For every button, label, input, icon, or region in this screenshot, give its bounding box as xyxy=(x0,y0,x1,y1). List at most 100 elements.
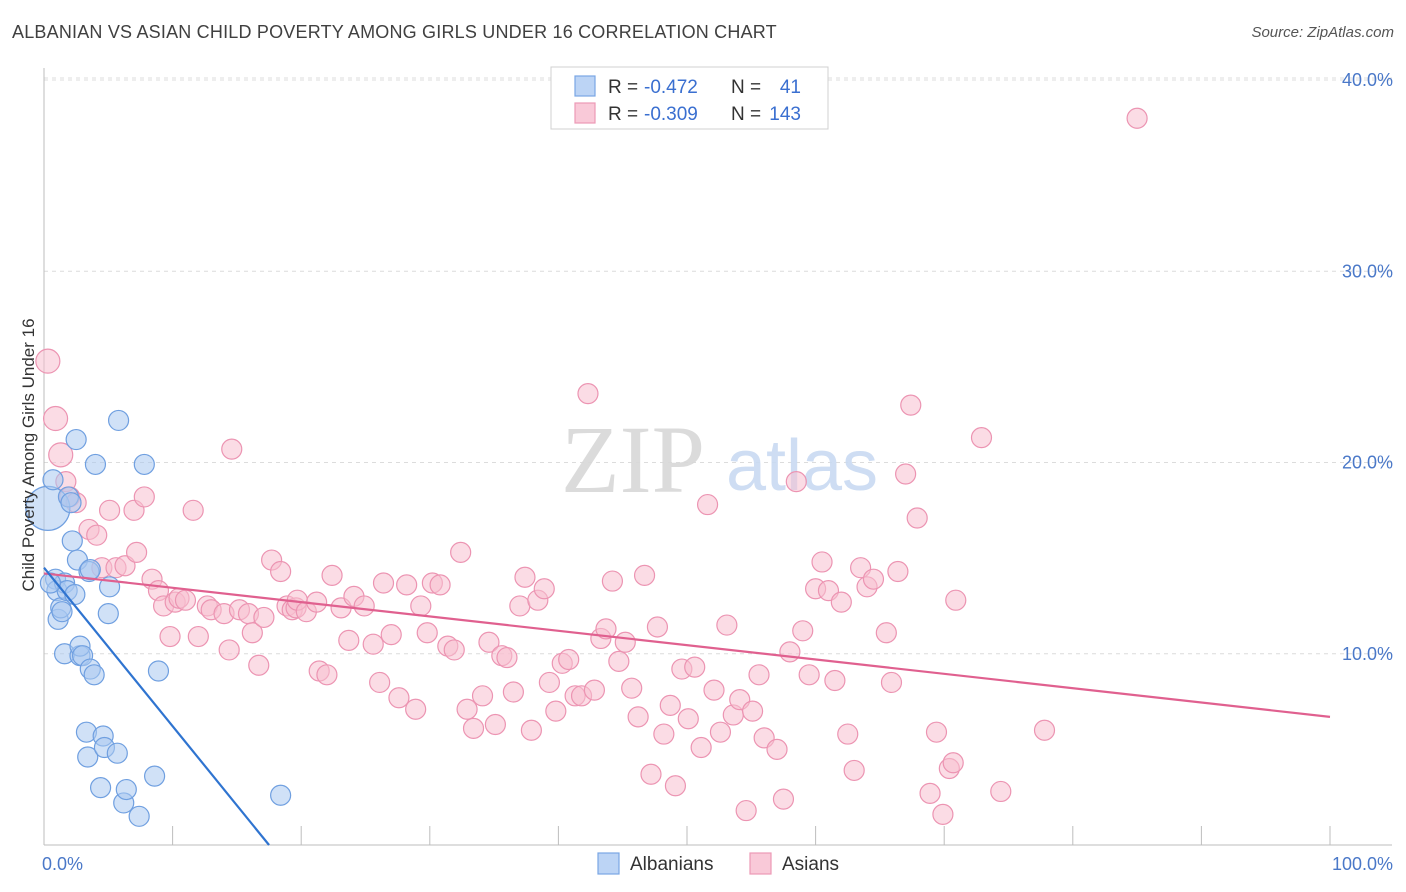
bottom-legend-swatch-albanians xyxy=(597,852,620,875)
series-asians xyxy=(35,107,1148,826)
trend-line-asians xyxy=(43,572,1331,718)
albanians-point xyxy=(83,664,105,686)
asians-point xyxy=(824,669,846,692)
albanians-point xyxy=(89,777,112,799)
asians-point xyxy=(785,471,807,493)
albanians-point xyxy=(147,660,170,682)
x-tick-label: 0.0% xyxy=(42,854,83,874)
asians-point xyxy=(514,566,536,588)
asians-point xyxy=(174,589,197,611)
albanians-point xyxy=(270,784,292,806)
asians-point xyxy=(558,648,580,671)
asians-point xyxy=(932,803,954,826)
asians-point xyxy=(970,427,993,449)
asians-point xyxy=(338,629,360,651)
asians-point xyxy=(690,736,712,759)
asians-point xyxy=(42,405,69,432)
asians-point xyxy=(577,383,599,405)
albanians-point xyxy=(39,572,62,594)
asians-point xyxy=(843,759,865,782)
asians-point xyxy=(696,493,719,516)
asians-point xyxy=(388,687,410,709)
asians-point xyxy=(35,348,61,374)
asians-point xyxy=(906,507,928,529)
grid-lines xyxy=(44,77,1392,655)
asians-point xyxy=(462,717,485,739)
asians-point xyxy=(716,614,738,636)
albanians-point xyxy=(65,428,87,451)
albanians-point xyxy=(107,409,130,432)
asians-point xyxy=(766,738,788,760)
asians-point xyxy=(241,622,263,644)
y-tick-label: 30.0% xyxy=(1342,261,1393,281)
asians-point xyxy=(86,524,108,546)
asians-point xyxy=(830,591,852,613)
y-tick-label: 20.0% xyxy=(1342,453,1393,473)
asians-point xyxy=(380,624,402,646)
asians-point xyxy=(538,671,560,694)
y-tick-label: 10.0% xyxy=(1342,644,1393,664)
asians-point xyxy=(608,650,630,673)
albanians-point xyxy=(77,746,99,768)
albanians-point xyxy=(133,453,155,476)
bottom-legend-asians: Asians xyxy=(782,854,839,875)
y-axis-title: Child Poverty Among Girls Under 16 xyxy=(19,318,38,591)
watermark-zip: ZIP xyxy=(561,406,705,513)
asians-point xyxy=(509,595,531,617)
albanians-point xyxy=(84,453,107,476)
albanians-point xyxy=(61,530,83,552)
asians-point xyxy=(1033,719,1056,741)
asians-point xyxy=(496,646,518,669)
asians-point xyxy=(653,723,675,745)
asians-point xyxy=(798,664,820,686)
asians-point xyxy=(837,723,859,745)
asians-point xyxy=(369,671,391,694)
asians-point xyxy=(942,752,964,774)
asians-point xyxy=(484,713,506,736)
legend-n-value-asians: 143 xyxy=(769,104,801,125)
asians-point xyxy=(533,578,555,600)
legend-n-label-asians: N = xyxy=(731,104,761,125)
asians-point xyxy=(372,572,395,594)
albanians-point xyxy=(143,765,166,787)
asians-point xyxy=(545,700,567,722)
asians-point xyxy=(633,564,656,586)
legend-r-label-albanians: R = xyxy=(608,77,638,98)
bottom-legend-swatch-asians xyxy=(749,852,772,875)
asians-point xyxy=(405,698,427,720)
asians-point xyxy=(502,681,524,703)
trend-lines xyxy=(43,566,1331,846)
asians-point xyxy=(443,639,465,661)
albanians-point xyxy=(64,583,86,606)
asians-point xyxy=(880,671,903,694)
asians-point xyxy=(520,719,542,741)
asians-point xyxy=(709,721,732,743)
asians-point xyxy=(583,679,606,701)
asians-point xyxy=(735,799,757,822)
asians-point xyxy=(353,595,375,617)
asians-point xyxy=(270,560,292,583)
watermark: ZIP atlas xyxy=(561,406,878,513)
asians-point xyxy=(478,631,500,653)
albanians-point xyxy=(106,742,128,764)
asians-point xyxy=(862,568,885,590)
asians-point xyxy=(98,499,121,521)
asians-point xyxy=(114,555,136,577)
asians-point xyxy=(741,700,764,722)
asians-point xyxy=(595,618,617,640)
asians-point xyxy=(316,664,338,686)
asians-point xyxy=(640,763,662,785)
legend-r-value-asians: -0.309 xyxy=(644,104,698,125)
asians-point xyxy=(159,625,181,648)
asians-point xyxy=(125,541,148,563)
asians-point xyxy=(614,631,636,653)
bottom-legend-albanians: Albanians xyxy=(630,854,713,875)
asians-point xyxy=(772,788,795,810)
asians-point xyxy=(627,706,649,728)
asians-point xyxy=(664,775,687,797)
asians-point xyxy=(646,616,669,638)
asians-point xyxy=(248,654,270,676)
asians-point xyxy=(410,595,432,617)
asians-point xyxy=(779,641,801,663)
